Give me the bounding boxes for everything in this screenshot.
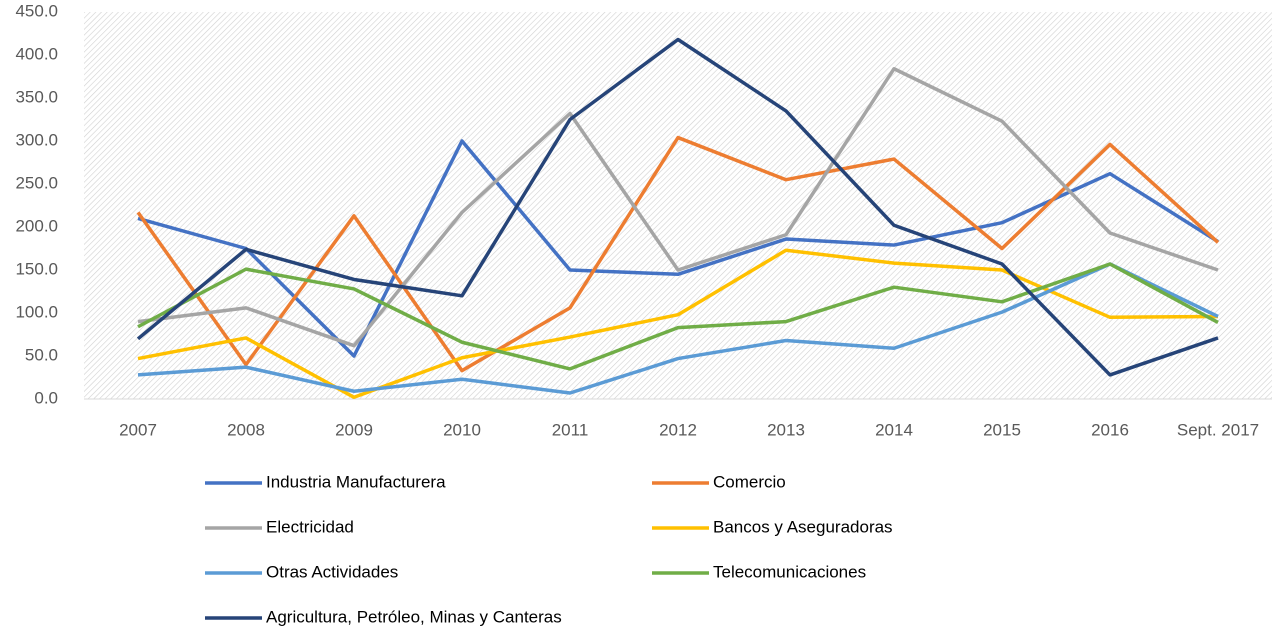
series-line: [137, 262, 1219, 395]
x-tick-label: 2009: [335, 420, 373, 439]
x-tick-label: 2008: [227, 420, 265, 439]
series-line: [136, 37, 1219, 377]
x-tick-label: Sept. 2017: [1177, 420, 1259, 439]
series-line: [137, 139, 1219, 358]
y-tick-label: 150.0: [15, 259, 58, 278]
y-tick-label: 350.0: [15, 87, 58, 106]
y-tick-label: 0.0: [34, 388, 58, 407]
x-tick-label: 2007: [119, 420, 157, 439]
y-tick-label: 300.0: [15, 130, 58, 149]
legend-label: Agricultura, Petróleo, Minas y Canteras: [266, 607, 562, 626]
legend-label: Telecomunicaciones: [713, 562, 866, 581]
x-tick-label: 2013: [767, 420, 805, 439]
x-tick-label: 2014: [875, 420, 913, 439]
y-tick-label: 450.0: [15, 1, 58, 20]
series-line: [137, 262, 1219, 371]
x-tick-label: 2015: [983, 420, 1021, 439]
y-tick-label: 50.0: [25, 345, 58, 364]
legend-label: Comercio: [713, 472, 786, 491]
legend-label: Bancos y Aseguradoras: [713, 517, 893, 536]
legend-label: Otras Actividades: [266, 562, 398, 581]
series-line: [137, 67, 1219, 348]
legend-label: Electricidad: [266, 517, 354, 536]
y-tick-label: 250.0: [15, 173, 58, 192]
y-tick-label: 400.0: [15, 44, 58, 63]
y-tick-label: 100.0: [15, 302, 58, 321]
y-tick-label: 200.0: [15, 216, 58, 235]
x-tick-label: 2016: [1091, 420, 1129, 439]
x-tick-label: 2010: [443, 420, 481, 439]
x-tick-label: 2012: [659, 420, 697, 439]
series-line: [137, 248, 1219, 400]
series-line: [136, 135, 1220, 373]
x-tick-label: 2011: [552, 420, 589, 439]
legend-label: Industria Manufacturera: [266, 472, 446, 491]
plot-area: [84, 12, 1272, 399]
